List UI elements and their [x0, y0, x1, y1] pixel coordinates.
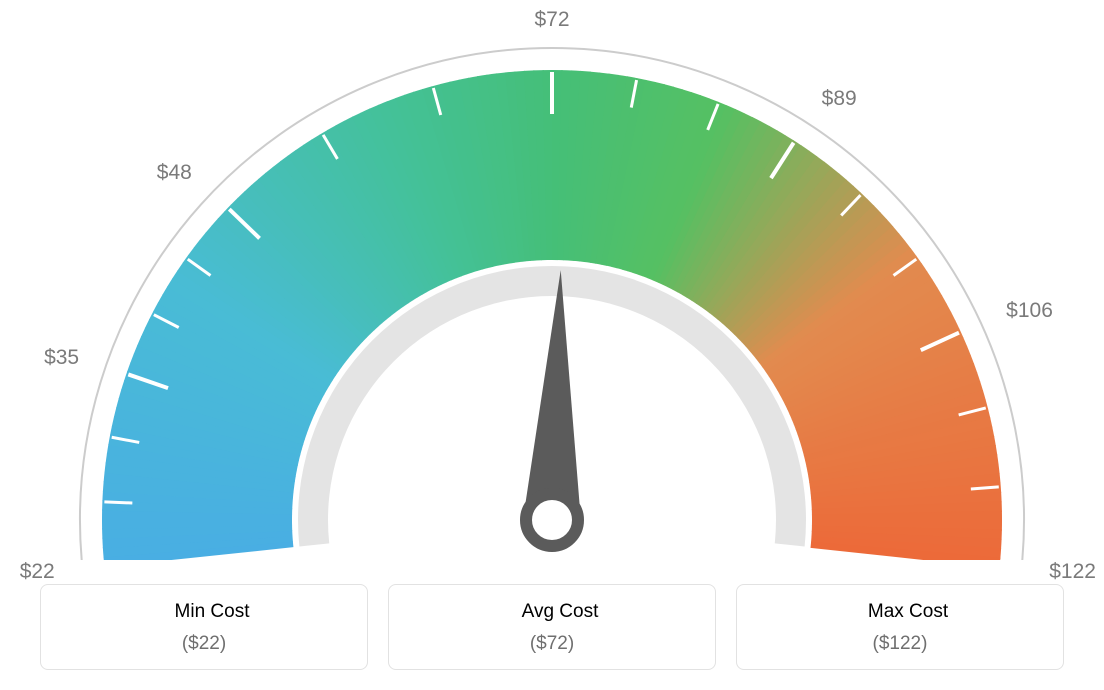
legend-value-max: ($122) — [747, 633, 1053, 655]
gauge-tick-label: $48 — [157, 161, 192, 185]
dot-icon — [852, 608, 860, 616]
legend-title-avg: Avg Cost — [506, 601, 599, 623]
gauge-tick-label: $22 — [20, 560, 55, 584]
gauge-tick-label: $35 — [44, 346, 79, 370]
gauge-tick-label: $72 — [534, 8, 569, 32]
legend-label: Min Cost — [175, 601, 250, 623]
dot-icon — [159, 608, 167, 616]
gauge-chart: $22$35$48$72$89$106$122 — [0, 0, 1104, 560]
legend-card-min: Min Cost ($22) — [40, 584, 368, 670]
gauge-tick-label: $89 — [822, 87, 857, 111]
gauge-tick-label: $106 — [1006, 299, 1053, 323]
legend-label: Max Cost — [868, 601, 948, 623]
dot-icon — [506, 608, 514, 616]
legend-row: Min Cost ($22) Avg Cost ($72) Max Cost (… — [0, 584, 1104, 670]
legend-card-max: Max Cost ($122) — [736, 584, 1064, 670]
legend-card-avg: Avg Cost ($72) — [388, 584, 716, 670]
legend-value-min: ($22) — [51, 633, 357, 655]
legend-title-max: Max Cost — [852, 601, 948, 623]
legend-label: Avg Cost — [522, 601, 599, 623]
gauge-tick-label: $122 — [1049, 560, 1096, 584]
legend-title-min: Min Cost — [159, 601, 250, 623]
legend-value-avg: ($72) — [399, 633, 705, 655]
gauge-svg — [0, 0, 1104, 560]
